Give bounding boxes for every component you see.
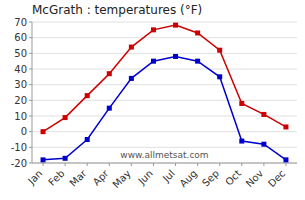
x-tick-label: Feb [46,168,66,188]
point-marker [195,30,200,35]
y-tick-label: -10 [11,142,27,153]
point-marker [129,76,134,81]
point-marker [151,59,156,64]
y-tick-label: 10 [14,111,27,122]
y-tick-label: 0 [21,126,27,137]
x-tick [285,163,286,166]
x-tick-label: Mar [67,167,89,189]
x-tick [263,163,264,166]
point-marker [85,93,90,98]
y-tick-label: 60 [14,32,27,43]
grid-line [32,131,297,132]
point-marker [217,74,222,79]
y-tick-label: 40 [14,64,27,75]
x-tick [43,163,44,166]
x-tick-label: Dec [266,168,287,189]
point-marker [41,129,46,134]
x-tick [175,163,176,166]
x-tick-label: Aug [177,168,199,190]
x-tick [65,163,66,166]
point-marker [239,101,244,106]
grid-line [32,53,297,54]
x-tick-label: Oct [223,168,243,188]
x-tick [87,163,88,166]
x-tick-label: Nov [244,168,266,190]
x-tick [197,163,198,166]
point-marker [283,157,288,162]
y-axis: -20 -10 0 10 20 30 40 50 60 70 [11,17,32,169]
grid-line [32,37,297,38]
grid-line [32,163,297,164]
x-axis-line [32,163,297,164]
x-tick [109,163,110,166]
point-marker [107,106,112,111]
x-tick [241,163,242,166]
grid-line [32,22,297,23]
point-marker [217,48,222,53]
point-marker [129,45,134,50]
chart-title: McGrath : temperatures (°F) [32,3,202,17]
point-marker [173,54,178,59]
y-tick-label: 20 [14,95,27,106]
point-marker [195,59,200,64]
x-tick-label: Jul [160,168,177,185]
point-marker [173,23,178,28]
grid-line [32,147,297,148]
watermark: www.allmetsat.com [120,150,208,160]
x-tick [219,163,220,166]
x-tick-label: May [110,168,132,190]
point-marker [107,71,112,76]
point-marker [63,115,68,120]
point-marker [261,112,266,117]
x-axis: JanFebMarAprMayJun JulAugSepOctNovDec [25,163,287,190]
point-marker [239,139,244,144]
point-marker [151,27,156,32]
y-grid [32,22,297,163]
x-tick [153,163,154,166]
point-marker [85,137,90,142]
chart-container: -20-10010203040506070JanFebMarAprMayJunJ… [0,0,305,200]
y-tick-label: 30 [14,79,27,90]
x-tick [131,163,132,166]
x-tick-label: Jan [25,168,44,187]
grid-line [32,100,297,101]
point-marker [283,124,288,129]
point-marker [41,157,46,162]
y-axis-line [32,22,33,163]
series-line [43,25,286,132]
x-tick-label: Jun [135,168,155,188]
grid-line [32,69,297,70]
point-marker [261,142,266,147]
x-tick-label: Apr [91,167,112,188]
series-line [43,56,286,159]
grid-line [32,116,297,117]
y-tick-label: 70 [14,17,27,28]
point-marker [63,156,68,161]
y-tick-label: 50 [14,48,27,59]
grid-line [32,84,297,85]
x-tick-label: Sep [200,168,221,189]
plot-area [41,23,289,163]
chart-svg: -20-10010203040506070JanFebMarAprMayJunJ… [0,0,305,200]
y-tick-label: -20 [11,158,27,169]
